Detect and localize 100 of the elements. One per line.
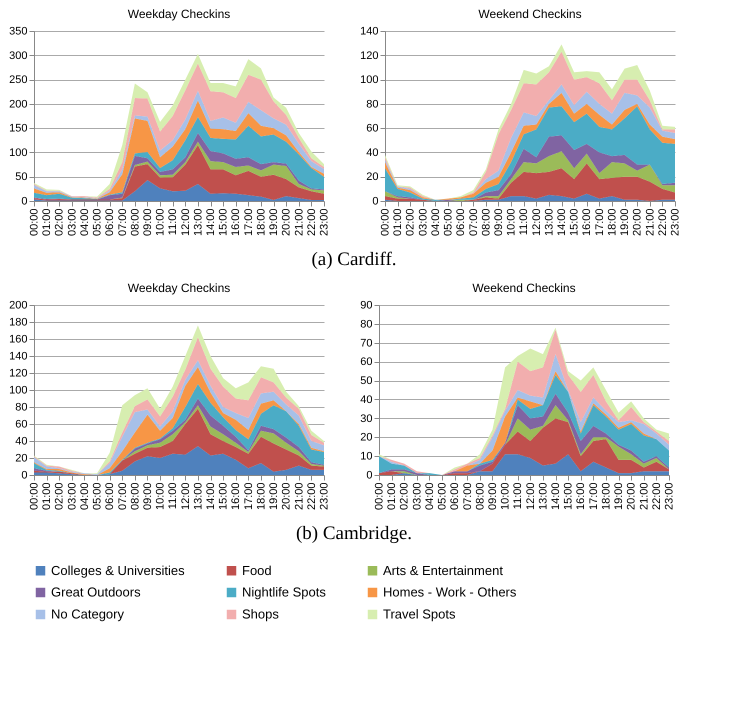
x-tick-label: 18:00 [255, 482, 268, 510]
x-tick-label: 08:00 [480, 208, 492, 236]
x-tick-label: 22:00 [656, 208, 669, 236]
x-tick-label: 15:00 [218, 208, 230, 236]
x-tick-label: 09:00 [486, 482, 499, 510]
y-tick-label: 200 [9, 300, 28, 312]
text: (b) Cambridge. [296, 523, 412, 544]
x-tick-label: 20:00 [280, 208, 293, 236]
legend-label: Homes - Work - Others [383, 584, 517, 600]
legend-label: Travel Spots [383, 606, 456, 622]
x-tick-label: 07:00 [116, 482, 129, 510]
x-tick-label: 05:00 [92, 208, 104, 236]
y-tick-label: 80 [15, 402, 28, 414]
y-tick-label: 20 [360, 432, 372, 444]
x-tick-label: 03:00 [411, 482, 424, 510]
x-tick-label: 23:00 [664, 482, 676, 510]
x-tick-label: 07:00 [462, 482, 474, 510]
x-tick-label: 05:00 [92, 482, 104, 510]
y-tick-label: 0 [21, 196, 28, 208]
legend-label: Shops [242, 606, 280, 622]
x-tick-label: 22:00 [306, 208, 318, 236]
x-tick-label: 03:00 [417, 208, 430, 236]
x-tick-label: 18:00 [600, 482, 612, 510]
x-tick-label: 09:00 [492, 208, 505, 236]
x-tick-label: 11:00 [518, 208, 530, 236]
x-tick-label: 05:00 [442, 208, 455, 236]
x-tick-label: 16:00 [230, 208, 242, 236]
x-tick-label: 04:00 [430, 208, 442, 236]
x-tick-label: 04:00 [424, 482, 436, 510]
x-tick-label: 13:00 [192, 208, 204, 236]
x-tick-label: 03:00 [66, 482, 78, 510]
y-tick-label: 250 [9, 74, 28, 86]
x-tick-label: 21:00 [293, 482, 306, 510]
x-tick-label: 10:00 [154, 482, 167, 510]
y-tick-label: 0 [21, 470, 28, 482]
x-tick-label: 00:00 [28, 208, 40, 236]
x-tick-label: 10:00 [506, 208, 518, 236]
x-tick-label: 14:00 [556, 208, 568, 236]
x-tick-label: 12:00 [530, 208, 543, 236]
y-tick-label: 20 [366, 171, 378, 184]
x-tick-label: 17:00 [242, 208, 255, 236]
y-tick-label: 10 [360, 450, 372, 463]
x-tick-label: 17:00 [242, 482, 255, 510]
y-tick-label: 0 [366, 470, 372, 482]
y-tick-label: 40 [366, 146, 378, 159]
y-tick-label: 60 [366, 122, 378, 135]
chart-title: Weekday Checkins [128, 281, 230, 295]
x-tick-label: 11:00 [167, 208, 180, 236]
x-tick-label: 01:00 [41, 208, 54, 236]
y-tick-label: 100 [9, 146, 28, 159]
x-tick-label: 16:00 [581, 208, 594, 236]
x-tick-label: 13:00 [192, 482, 204, 510]
y-tick-label: 150 [9, 122, 28, 135]
x-tick-label: 19:00 [268, 208, 280, 236]
chart-title: Weekend Checkins [478, 7, 582, 21]
x-tick-label: 23:00 [318, 208, 330, 236]
x-tick-label: 17:00 [588, 482, 600, 510]
x-tick-label: 12:00 [180, 208, 192, 236]
y-tick-label: 20 [15, 452, 28, 464]
y-tick-label: 100 [360, 74, 378, 86]
x-tick-label: 17:00 [594, 208, 606, 236]
x-tick-label: 15:00 [568, 208, 581, 236]
x-tick-label: 23:00 [670, 208, 682, 236]
x-tick-label: 03:00 [66, 208, 78, 236]
x-tick-label: 02:00 [54, 208, 66, 236]
x-tick-label: 21:00 [638, 482, 650, 510]
chart-title: Weekend Checkins [472, 281, 576, 295]
x-tick-label: 12:00 [524, 482, 537, 510]
x-tick-label: 06:00 [455, 208, 468, 236]
y-tick-label: 40 [15, 436, 28, 448]
y-tick-label: 40 [360, 394, 372, 406]
x-tick-label: 15:00 [218, 482, 230, 510]
y-tick-label: 80 [366, 98, 378, 110]
x-tick-label: 00:00 [28, 482, 40, 510]
text: (a) Cardiff. [311, 249, 397, 270]
legend-label: Great Outdoors [51, 584, 142, 600]
x-tick-label: 16:00 [575, 482, 588, 510]
y-tick-label: 160 [9, 334, 28, 346]
x-tick-label: 01:00 [386, 482, 398, 510]
x-tick-label: 02:00 [398, 482, 411, 510]
x-tick-label: 05:00 [436, 482, 449, 510]
legend-label: Food [242, 562, 272, 578]
x-tick-label: 09:00 [142, 482, 154, 510]
x-tick-label: 00:00 [374, 482, 386, 510]
x-tick-label: 12:00 [180, 482, 192, 510]
x-tick-label: 15:00 [562, 482, 575, 510]
x-tick-label: 21:00 [293, 208, 306, 236]
x-tick-label: 04:00 [78, 208, 91, 236]
x-tick-label: 06:00 [104, 208, 116, 236]
y-tick-label: 120 [360, 50, 378, 62]
x-tick-label: 20:00 [626, 482, 638, 510]
x-tick-label: 00:00 [380, 208, 392, 236]
x-tick-label: 02:00 [404, 208, 417, 236]
x-tick-label: 18:00 [606, 208, 618, 236]
x-tick-label: 10:00 [154, 208, 167, 236]
y-tick-label: 140 [360, 26, 378, 38]
x-tick-label: 14:00 [550, 482, 562, 510]
legend-label: No Category [51, 606, 124, 622]
y-tick-label: 100 [9, 384, 28, 396]
x-tick-label: 22:00 [650, 482, 663, 510]
